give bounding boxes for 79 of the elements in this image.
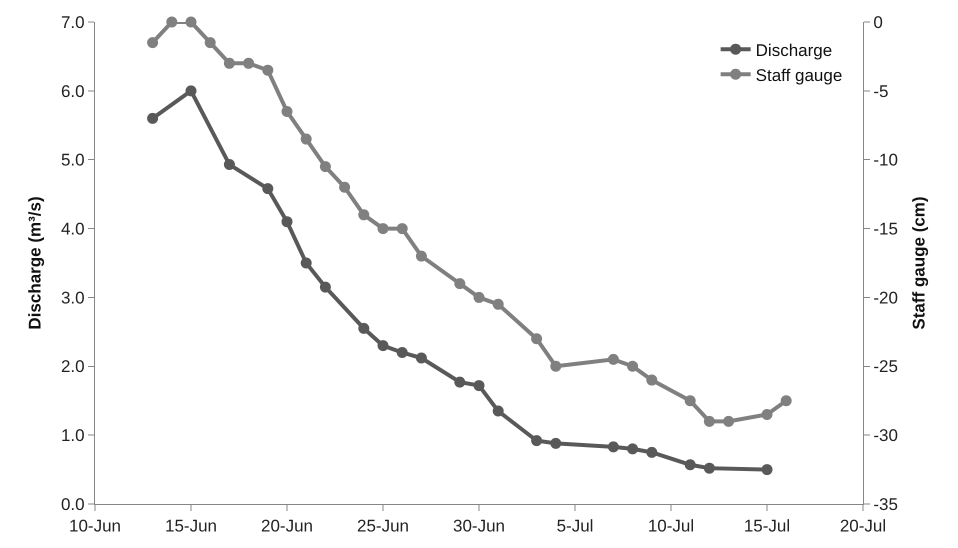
point	[608, 354, 619, 365]
y2-tick-label: -25	[873, 357, 898, 376]
y-tick-label: 2.0	[60, 357, 85, 376]
point	[492, 298, 504, 310]
y2-tick-label: 0	[873, 12, 883, 32]
point	[186, 85, 196, 96]
y2-tick-label: -10	[873, 150, 898, 170]
point	[320, 282, 331, 293]
point	[147, 112, 158, 124]
point	[684, 395, 696, 406]
point	[531, 333, 542, 344]
y2-tick-label: -30	[873, 426, 898, 446]
x-tick-label: 15-Jul	[744, 516, 790, 536]
y2-tick-label: -35	[873, 494, 898, 514]
y-tick-label: 6.0	[60, 82, 85, 101]
point	[396, 223, 408, 234]
x-tick-label: 30-Jun	[453, 516, 505, 536]
point	[646, 374, 658, 386]
y-tick-label: 4.0	[60, 220, 85, 239]
y-tick-label: 7.0	[60, 12, 85, 32]
point	[339, 182, 350, 193]
x-tick-label: 5-Jul	[556, 516, 594, 536]
point	[627, 360, 638, 372]
point	[492, 406, 504, 417]
point	[474, 380, 484, 392]
point	[300, 258, 312, 268]
x-tick-label: 15-Jun	[165, 516, 217, 536]
x-tick-label: 20-Jul	[840, 516, 886, 536]
point	[262, 183, 274, 194]
point	[282, 216, 292, 228]
y2-axis-title: Staff gauge (cm)	[909, 196, 928, 330]
x-tick-label: 10-Jun	[69, 516, 121, 536]
point	[186, 16, 196, 28]
x-tick-label: 20-Jun	[261, 516, 313, 536]
point	[416, 352, 427, 364]
legend-label: Staff gauge	[756, 66, 842, 85]
y-axis-title: Discharge (m³/s)	[26, 196, 45, 330]
point	[454, 278, 466, 290]
legend-label: Discharge	[756, 40, 832, 60]
point	[358, 322, 370, 334]
point	[704, 462, 715, 474]
point	[780, 395, 792, 406]
y2-tick-label: -20	[873, 288, 898, 308]
point	[704, 416, 715, 427]
point	[762, 464, 772, 476]
point	[531, 435, 542, 446]
point	[684, 459, 696, 470]
point	[627, 443, 638, 454]
point	[320, 161, 331, 172]
point	[550, 360, 562, 372]
y2-tick-label: -15	[873, 220, 898, 239]
point	[204, 37, 216, 48]
point	[166, 16, 178, 28]
point	[646, 446, 658, 458]
x-tick-label: 10-Jul	[648, 516, 694, 536]
point	[282, 106, 292, 118]
point	[224, 58, 235, 69]
point	[224, 159, 235, 170]
point	[262, 64, 274, 76]
y-tick-label: 1.0	[60, 426, 85, 446]
y-tick-label: 3.0	[60, 288, 85, 308]
point	[723, 416, 734, 427]
point	[396, 347, 408, 358]
point	[608, 441, 619, 452]
point	[762, 408, 772, 420]
point	[474, 292, 484, 303]
y-tick-label: 0.0	[60, 494, 85, 514]
y2-tick-label: -5	[873, 82, 889, 101]
y-tick-label: 5.0	[60, 150, 85, 170]
point	[378, 223, 388, 234]
point	[243, 58, 254, 69]
point	[147, 37, 158, 48]
point	[378, 340, 388, 352]
point	[358, 209, 370, 220]
point	[550, 438, 562, 449]
point	[416, 250, 427, 262]
point	[454, 376, 466, 388]
point	[300, 134, 312, 145]
x-tick-label: 25-Jun	[357, 516, 409, 536]
